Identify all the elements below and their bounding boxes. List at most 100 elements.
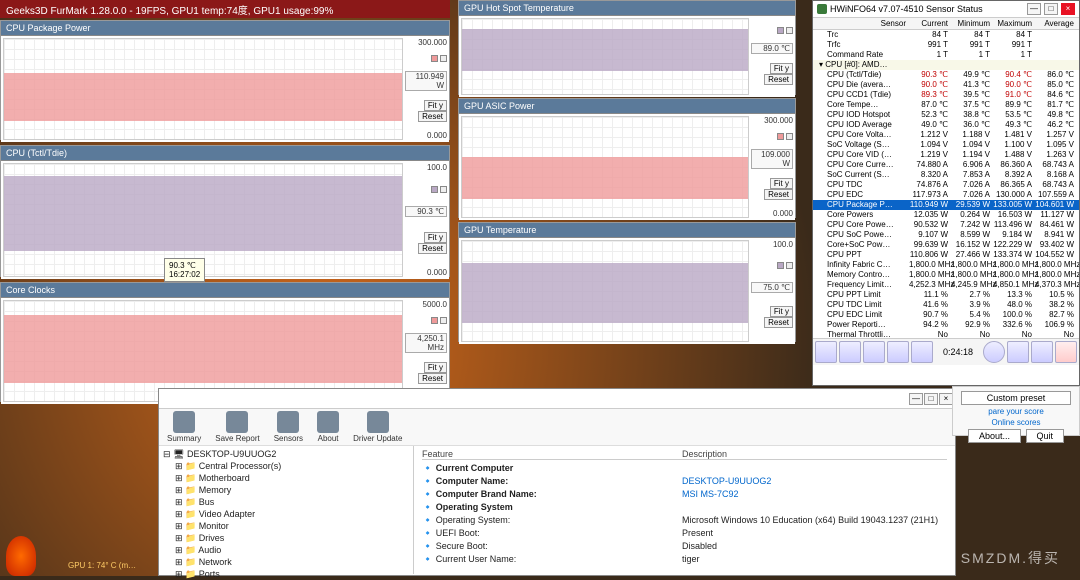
sysinfo-tree[interactable]: ⊟ 🖥 DESKTOP-U9UUOG2⊞ 📁 Central Processor… (159, 446, 414, 574)
close-button[interactable]: × (939, 393, 953, 405)
legend-swatch[interactable] (431, 186, 438, 193)
legend-swatch[interactable] (786, 262, 793, 269)
close-button[interactable]: × (1061, 3, 1075, 15)
reset-button[interactable]: Reset (764, 74, 793, 85)
legend-swatch[interactable] (777, 133, 784, 140)
tb-btn[interactable] (863, 341, 885, 363)
fit-button[interactable]: Fit y (424, 362, 447, 373)
sensor-row[interactable]: CPU PPT Limit11.1 %2.7 %13.3 %10.5 % (813, 290, 1079, 300)
toolbar-item[interactable]: Save Report (215, 411, 259, 443)
legend-swatch[interactable] (431, 317, 438, 324)
sensor-row[interactable]: CPU Core VID (…1.219 V1.194 V1.488 V1.26… (813, 150, 1079, 160)
legend-swatch[interactable] (440, 55, 447, 62)
legend-swatch[interactable] (777, 262, 784, 269)
tree-item[interactable]: ⊞ 📁 Memory (161, 484, 411, 496)
tree-item[interactable]: ⊞ 📁 Motherboard (161, 472, 411, 484)
sensor-row[interactable]: CPU EDC Limit90.7 %5.4 %100.0 %82.7 % (813, 310, 1079, 320)
reset-button[interactable]: Reset (418, 243, 447, 254)
quit-button[interactable]: Quit (1026, 429, 1065, 443)
sensor-row[interactable]: CPU SoC Powe…9.107 W8.599 W9.184 W8.941 … (813, 230, 1079, 240)
tree-item[interactable]: ⊞ 📁 Video Adapter (161, 508, 411, 520)
sensor-row[interactable]: CPU Core Curre…74.880 A6.906 A86.360 A68… (813, 160, 1079, 170)
furmark-titlebar[interactable]: Geeks3D FurMark 1.28.0.0 - 19FPS, GPU1 t… (0, 0, 450, 18)
sensor-row[interactable]: Core Tempe…87.0 ℃37.5 ℃89.9 ℃81.7 ℃ (813, 100, 1079, 110)
legend-swatch[interactable] (431, 55, 438, 62)
fit-button[interactable]: Fit y (424, 232, 447, 243)
legend-swatch[interactable] (440, 317, 447, 324)
sensor-row[interactable]: CPU TDC Limit41.6 %3.9 %48.0 %38.2 % (813, 300, 1079, 310)
toolbar-item[interactable]: Sensors (274, 411, 303, 443)
maximize-button[interactable]: □ (1044, 3, 1058, 15)
fit-button[interactable]: Fit y (770, 306, 793, 317)
sensor-row[interactable]: CPU IOD Average49.0 ℃36.0 ℃49.3 ℃46.2 ℃ (813, 120, 1079, 130)
sensor-row[interactable]: CPU Die (avera…90.0 ℃41.3 ℃90.0 ℃85.0 ℃ (813, 80, 1079, 90)
tree-item[interactable]: ⊞ 📁 Ports (161, 568, 411, 580)
hwinfo-titlebar[interactable]: HWiNFO64 v7.07-4510 Sensor Status — □ × (813, 1, 1079, 18)
sensor-row[interactable]: Memory Contro…1,800.0 MHz1,800.0 MHz1,80… (813, 270, 1079, 280)
panel-title[interactable]: GPU Temperature (459, 223, 795, 238)
tb-btn[interactable] (1007, 341, 1029, 363)
tree-root[interactable]: ⊟ 🖥 DESKTOP-U9UUOG2 (161, 448, 411, 460)
toolbar-item[interactable]: Summary (167, 411, 201, 443)
panel-title[interactable]: Core Clocks (1, 283, 449, 298)
toolbar-item[interactable]: About (317, 411, 339, 443)
tb-btn[interactable] (815, 341, 837, 363)
tb-btn[interactable] (1031, 341, 1053, 363)
sensor-row[interactable]: Core Powers12.035 W0.264 W16.503 W11.127… (813, 210, 1079, 220)
tb-btn[interactable] (887, 341, 909, 363)
panel-title[interactable]: CPU (Tctl/Tdie) (1, 146, 449, 161)
reset-button[interactable]: Reset (418, 111, 447, 122)
reset-button[interactable]: Reset (764, 189, 793, 200)
minimize-button[interactable]: — (909, 393, 923, 405)
sensor-row[interactable]: Core+SoC Pow…99.639 W16.152 W122.229 W93… (813, 240, 1079, 250)
sensor-row[interactable]: Infinity Fabric C…1,800.0 MHz1,800.0 MHz… (813, 260, 1079, 270)
sensor-row[interactable]: SoC Voltage (S…1.094 V1.094 V1.100 V1.09… (813, 140, 1079, 150)
panel-title[interactable]: GPU Hot Spot Temperature (459, 1, 795, 16)
legend-swatch[interactable] (777, 27, 784, 34)
sensor-row[interactable]: Trc84 T84 T84 T (813, 30, 1079, 40)
sensor-row[interactable]: Trfc991 T991 T991 T (813, 40, 1079, 50)
hwinfo-rows[interactable]: Trc84 T84 T84 TTrfc991 T991 T991 TComman… (813, 30, 1079, 338)
sensor-row[interactable]: CPU PPT110.806 W27.466 W133.374 W104.552… (813, 250, 1079, 260)
tree-item[interactable]: ⊞ 📁 Audio (161, 544, 411, 556)
clock-icon[interactable] (983, 341, 1005, 363)
sensor-row[interactable]: Command Rate1 T1 T1 T (813, 50, 1079, 60)
toolbar-item[interactable]: Driver Update (353, 411, 402, 443)
tb-close-button[interactable] (1055, 341, 1077, 363)
legend-swatch[interactable] (440, 186, 447, 193)
sensor-row[interactable]: CPU IOD Hotspot52.3 ℃38.8 ℃53.5 ℃49.8 ℃ (813, 110, 1079, 120)
reset-button[interactable]: Reset (418, 373, 447, 384)
tree-item[interactable]: ⊞ 📁 Bus (161, 496, 411, 508)
sensor-row[interactable]: Frequency Limit…4,252.3 MHz4,245.9 MHz4,… (813, 280, 1079, 290)
sensor-row[interactable]: ▾ CPU [#0]: AMD… (813, 60, 1079, 70)
compare-link[interactable]: pare your score (988, 407, 1044, 416)
sensor-row[interactable]: CPU EDC117.973 A7.026 A130.000 A107.559 … (813, 190, 1079, 200)
tree-item[interactable]: ⊞ 📁 Central Processor(s) (161, 460, 411, 472)
tree-item[interactable]: ⊞ 📁 Network (161, 556, 411, 568)
legend-swatch[interactable] (786, 27, 793, 34)
legend-swatch[interactable] (786, 133, 793, 140)
sysinfo-titlebar[interactable]: — □ × (159, 389, 955, 409)
sensor-row[interactable]: CPU Core Powe…90.532 W7.242 W113.496 W84… (813, 220, 1079, 230)
sensor-row[interactable]: CPU Core Volta…1.212 V1.188 V1.481 V1.25… (813, 130, 1079, 140)
maximize-button[interactable]: □ (924, 393, 938, 405)
panel-title[interactable]: GPU ASIC Power (459, 99, 795, 114)
sensor-row[interactable]: Thermal Throttli…NoNoNoNo (813, 330, 1079, 338)
sensor-row[interactable]: Power Reporti…94.2 %92.9 %332.6 %106.9 % (813, 320, 1079, 330)
fit-button[interactable]: Fit y (424, 100, 447, 111)
reset-button[interactable]: Reset (764, 317, 793, 328)
sensor-row[interactable]: CPU (Tctl/Tdie)90.3 ℃49.9 ℃90.4 ℃86.0 ℃ (813, 70, 1079, 80)
preset-button[interactable]: Custom preset (961, 391, 1071, 405)
tree-item[interactable]: ⊞ 📁 Drives (161, 532, 411, 544)
sensor-row[interactable]: CPU CCD1 (Tdie)89.3 ℃39.5 ℃91.0 ℃84.6 ℃ (813, 90, 1079, 100)
minimize-button[interactable]: — (1027, 3, 1041, 15)
tb-btn[interactable] (911, 341, 933, 363)
tree-item[interactable]: ⊞ 📁 Monitor (161, 520, 411, 532)
about-button[interactable]: About... (968, 429, 1021, 443)
online-link[interactable]: Online scores (992, 418, 1041, 427)
sensor-row[interactable]: CPU TDC74.876 A7.026 A86.365 A68.743 A (813, 180, 1079, 190)
tb-btn[interactable] (839, 341, 861, 363)
sensor-row[interactable]: CPU Package P…110.949 W29.539 W133.005 W… (813, 200, 1079, 210)
sensor-row[interactable]: SoC Current (S…8.320 A7.853 A8.392 A8.16… (813, 170, 1079, 180)
fit-button[interactable]: Fit y (770, 178, 793, 189)
